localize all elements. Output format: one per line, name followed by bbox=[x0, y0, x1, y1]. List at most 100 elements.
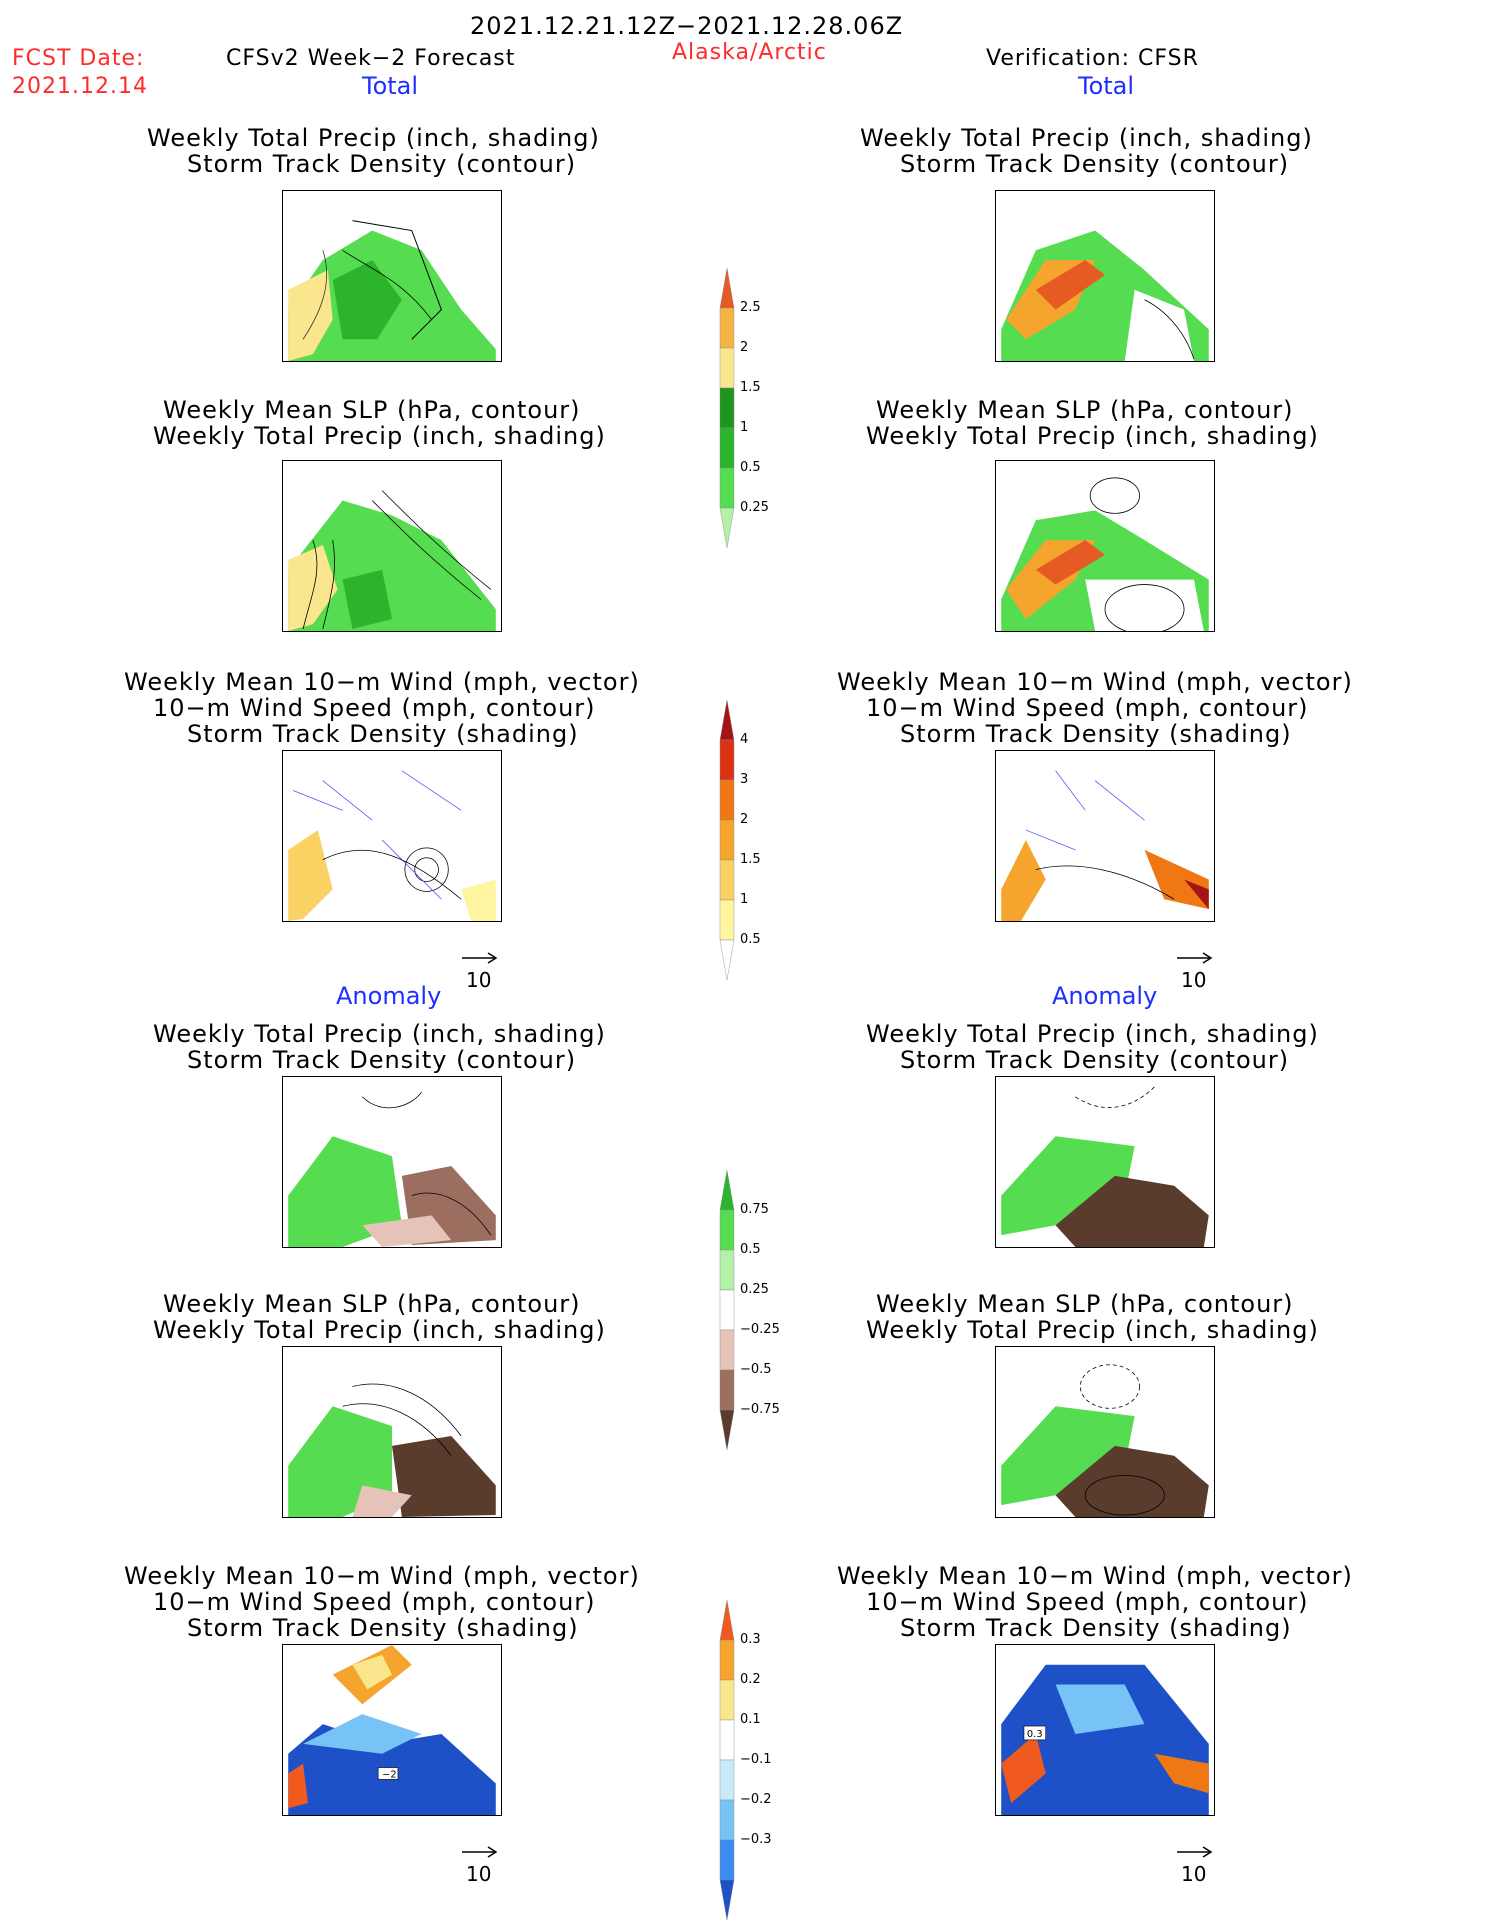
colorbar-tick-label: 3 bbox=[740, 772, 749, 787]
colorbar-precip_anomaly_colorbar bbox=[719, 1169, 735, 1451]
colorbar-tick-label: −0.3 bbox=[740, 1832, 772, 1847]
title-r3-line3: Storm Track Density (shading) bbox=[900, 720, 1292, 748]
region-label: Alaska/Arctic bbox=[672, 40, 827, 65]
title-l4-line1: Weekly Total Precip (inch, shading) bbox=[153, 1020, 606, 1048]
colorbar-storm_density_total_colorbar bbox=[719, 699, 735, 981]
title-l1-line2: Storm Track Density (contour) bbox=[187, 150, 577, 178]
section-anomaly-left: Anomaly bbox=[336, 982, 442, 1010]
vector-ref-label: 10 bbox=[466, 1862, 492, 1886]
title-r6-line3: Storm Track Density (shading) bbox=[900, 1614, 1292, 1642]
colorbar-swatch bbox=[719, 507, 735, 549]
anomaly-wind-label-right: 0.3 bbox=[1027, 1729, 1043, 1740]
section-total-right: Total bbox=[1078, 72, 1135, 100]
colorbar-tick-label: 4 bbox=[740, 732, 749, 747]
title-l1-line1: Weekly Total Precip (inch, shading) bbox=[147, 124, 600, 152]
section-anomaly-right: Anomaly bbox=[1052, 982, 1158, 1010]
colorbar-swatch bbox=[719, 1839, 735, 1881]
title-r5-line1: Weekly Mean SLP (hPa, contour) bbox=[876, 1290, 1294, 1318]
colorbar-tick-label: −0.75 bbox=[740, 1402, 780, 1417]
title-l6-line1: Weekly Mean 10−m Wind (mph, vector) bbox=[124, 1562, 640, 1590]
vector-ref-left-anom: 10 bbox=[460, 1840, 500, 1886]
colorbar-tick-label: 0.1 bbox=[740, 1712, 761, 1727]
colorbar-swatch bbox=[719, 1209, 735, 1251]
colorbar-swatch bbox=[719, 739, 735, 781]
colorbar-tick-label: 2 bbox=[740, 340, 749, 355]
title-r1-line2: Storm Track Density (contour) bbox=[900, 150, 1290, 178]
colorbar-tick-label: 0.25 bbox=[740, 1282, 769, 1297]
title-l5-line1: Weekly Mean SLP (hPa, contour) bbox=[163, 1290, 581, 1318]
colorbar-swatch bbox=[719, 859, 735, 901]
colorbar-swatch bbox=[719, 1169, 735, 1211]
colorbar-tick-label: −0.2 bbox=[740, 1792, 772, 1807]
colorbar-swatch bbox=[719, 1639, 735, 1681]
colorbar-swatch bbox=[719, 1369, 735, 1411]
arrow-right-icon bbox=[1177, 952, 1213, 964]
section-total-left: Total bbox=[362, 72, 419, 100]
colorbar-tick-label: 1 bbox=[740, 892, 749, 907]
title-l5-line2: Weekly Total Precip (inch, shading) bbox=[153, 1316, 606, 1344]
fcst-date-value: 2021.12.14 bbox=[12, 74, 148, 99]
colorbar-swatch bbox=[719, 1679, 735, 1721]
colorbar-swatch bbox=[719, 899, 735, 941]
title-r2-line2: Weekly Total Precip (inch, shading) bbox=[866, 422, 1319, 450]
fcst-date-label: FCST Date: bbox=[12, 46, 145, 71]
colorbar-swatch bbox=[719, 467, 735, 509]
colorbar-tick-label: 2 bbox=[740, 812, 749, 827]
colorbar-swatch bbox=[719, 1249, 735, 1291]
colorbar-swatch bbox=[719, 267, 735, 309]
colorbar-swatch bbox=[719, 307, 735, 349]
arrow-right-icon bbox=[462, 952, 498, 964]
title-l6-line2: 10−m Wind Speed (mph, contour) bbox=[153, 1588, 596, 1616]
map-fcst-anom-precip-storm bbox=[282, 1076, 502, 1248]
map-verif-total-precip-storm bbox=[995, 190, 1215, 362]
title-l4-line2: Storm Track Density (contour) bbox=[187, 1046, 577, 1074]
map-fcst-total-wind-storm bbox=[282, 750, 502, 922]
title-l6-line3: Storm Track Density (shading) bbox=[187, 1614, 579, 1642]
colorbar-tick-label: 0.3 bbox=[740, 1632, 761, 1647]
map-fcst-anom-slp-precip bbox=[282, 1346, 502, 1518]
colorbar-swatch bbox=[719, 699, 735, 741]
title-l2-line2: Weekly Total Precip (inch, shading) bbox=[153, 422, 606, 450]
colorbar-tick-label: −0.25 bbox=[740, 1322, 780, 1337]
colorbar-storm_density_anomaly_colorbar bbox=[719, 1599, 735, 1921]
verification-label: Verification: CFSR bbox=[986, 46, 1199, 71]
colorbar-swatch bbox=[719, 1599, 735, 1641]
title-r4-line2: Storm Track Density (contour) bbox=[900, 1046, 1290, 1074]
map-verif-total-wind-storm bbox=[995, 750, 1215, 922]
title-l3-line1: Weekly Mean 10−m Wind (mph, vector) bbox=[124, 668, 640, 696]
anomaly-wind-label-left: −2 bbox=[382, 1769, 397, 1780]
title-r2-line1: Weekly Mean SLP (hPa, contour) bbox=[876, 396, 1294, 424]
map-verif-anom-precip-storm bbox=[995, 1076, 1215, 1248]
colorbar-swatch bbox=[719, 387, 735, 429]
vector-ref-label: 10 bbox=[1181, 1862, 1207, 1886]
colorbar-swatch bbox=[719, 1759, 735, 1801]
period-title: 2021.12.21.12Z−2021.12.28.06Z bbox=[470, 12, 904, 40]
colorbar-tick-label: 0.5 bbox=[740, 932, 761, 947]
vector-ref-right-total: 10 bbox=[1175, 946, 1215, 992]
map-fcst-anom-wind-storm: −2 bbox=[282, 1644, 502, 1816]
colorbar-swatch bbox=[719, 1799, 735, 1841]
map-verif-anom-wind-storm: 0.3 bbox=[995, 1644, 1215, 1816]
colorbar-precip_total_colorbar bbox=[719, 267, 735, 549]
title-r6-line1: Weekly Mean 10−m Wind (mph, vector) bbox=[837, 1562, 1353, 1590]
colorbar-swatch bbox=[719, 427, 735, 469]
colorbar-tick-label: 1 bbox=[740, 420, 749, 435]
colorbar-tick-label: 0.25 bbox=[740, 500, 769, 515]
title-l3-line3: Storm Track Density (shading) bbox=[187, 720, 579, 748]
map-fcst-total-precip-storm bbox=[282, 190, 502, 362]
colorbar-tick-label: −0.5 bbox=[740, 1362, 772, 1377]
vector-ref-left-total: 10 bbox=[460, 946, 500, 992]
colorbar-tick-label: 1.5 bbox=[740, 852, 761, 867]
colorbar-tick-label: 0.2 bbox=[740, 1672, 761, 1687]
colorbar-swatch bbox=[719, 1879, 735, 1921]
title-l3-line2: 10−m Wind Speed (mph, contour) bbox=[153, 694, 596, 722]
forecast-label: CFSv2 Week−2 Forecast bbox=[226, 46, 516, 71]
map-verif-total-slp-precip bbox=[995, 460, 1215, 632]
arrow-right-icon bbox=[1177, 1846, 1213, 1858]
colorbar-swatch bbox=[719, 1329, 735, 1371]
colorbar-tick-label: 1.5 bbox=[740, 380, 761, 395]
arrow-right-icon bbox=[462, 1846, 498, 1858]
title-r4-line1: Weekly Total Precip (inch, shading) bbox=[866, 1020, 1319, 1048]
colorbar-tick-label: 0.75 bbox=[740, 1202, 769, 1217]
map-verif-anom-slp-precip bbox=[995, 1346, 1215, 1518]
